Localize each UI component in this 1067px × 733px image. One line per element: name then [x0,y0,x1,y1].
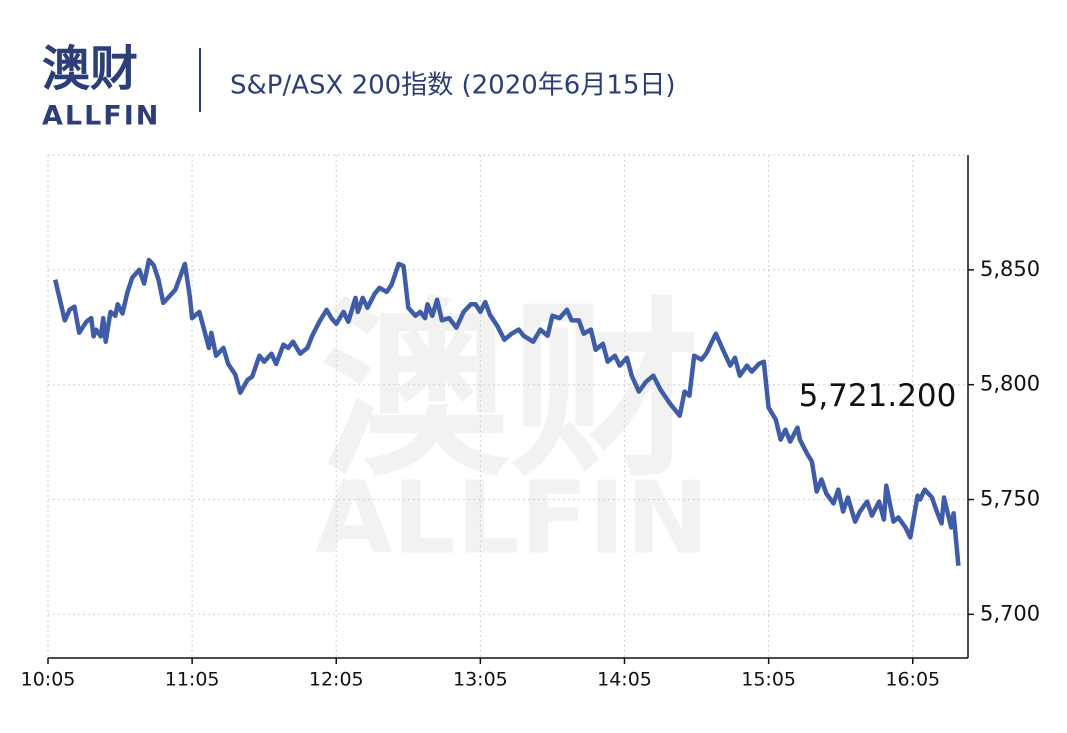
plot: 5,700 5,750 5,800 5,850 10:05 11:05 12:05 13:05… [21,154,1040,691]
x-tick-label: 16:05 [885,669,940,691]
last-value-label: 5,721.200 [799,378,957,414]
y-tick-label: 5,850 [980,257,1040,281]
watermark-en: ALLFIN [315,459,709,576]
x-tick-label: 13:05 [453,669,508,691]
x-tick-label: 15:05 [741,669,796,691]
y-tick-label: 5,800 [980,372,1040,396]
y-tick-label: 5,750 [980,487,1040,511]
logo-cn: 澳财 [42,41,138,97]
x-tick-label: 10:05 [21,669,76,691]
x-tick-label: 14:05 [597,669,652,691]
chart-title: S&P/ASX 200指数 (2020年6月15日) [230,71,676,101]
x-tick-label: 11:05 [165,669,220,691]
x-tick-label: 12:05 [309,669,364,691]
series-line [53,257,961,566]
logo-en: ALLFIN [42,101,160,132]
y-tick-label: 5,700 [980,601,1040,625]
